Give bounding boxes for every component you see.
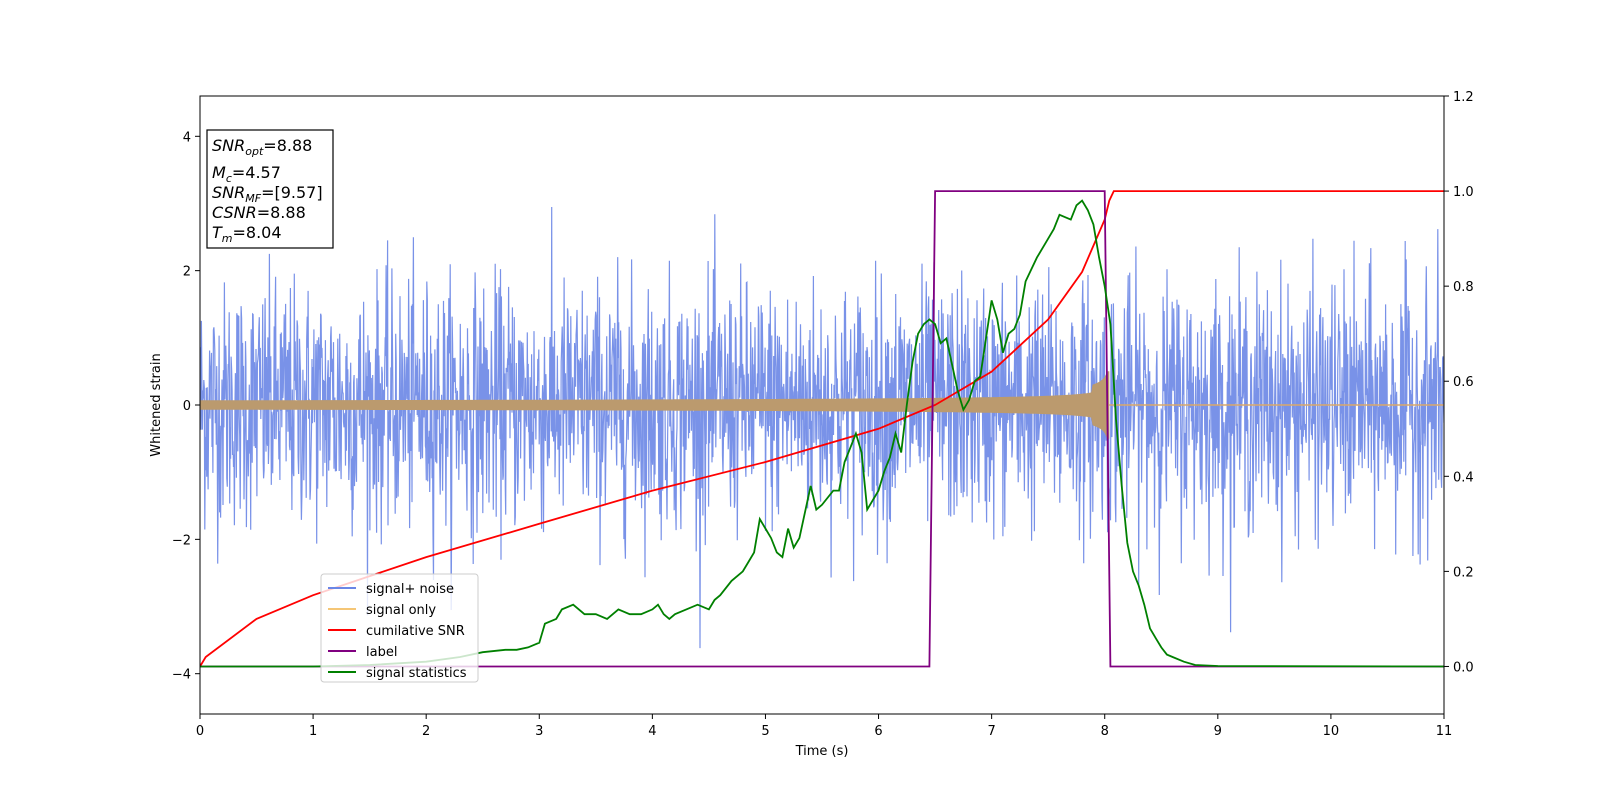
y2-tick-label: 1.2 [1453,90,1474,105]
series-label [200,190,1444,668]
legend-label: cumilative SNR [366,624,465,639]
legend-label: label [366,645,397,660]
y-tick-label: −4 [172,668,191,683]
y2-tick-label: 0.2 [1453,565,1474,580]
x-axis: 0 1 2 3 4 5 6 7 8 9 10 11 [196,714,1452,739]
x-tick-label: 2 [422,724,430,739]
x-axis-title: Time (s) [795,744,849,759]
right-axis-series [200,190,1444,668]
info-snr-opt: SNRopt=8.88 [212,136,312,158]
x-tick-label: 8 [1101,724,1109,739]
y2-tick-label: 0.8 [1453,280,1474,295]
series-signal-statistics [200,199,1444,668]
x-tick-label: 1 [309,724,317,739]
signal-only-fill [200,371,1110,439]
y2-tick-label: 0.0 [1453,660,1474,675]
x-tick-label: 7 [987,724,995,739]
x-tick-label: 9 [1214,724,1222,739]
legend-label: signal statistics [366,666,467,681]
y-axis-title: Whitened strain [149,353,164,456]
y-tick-label: −2 [172,533,191,548]
series-signal-only [200,371,1444,439]
x-tick-label: 10 [1323,724,1340,739]
y2-tick-label: 1.0 [1453,185,1474,200]
y-axis-left: −4 −2 0 2 4 [172,130,200,683]
series-signal-plus-noise [200,206,1444,649]
x-tick-label: 4 [648,724,656,739]
info-tm: Tm=8.04 [212,223,282,245]
x-tick-label: 6 [874,724,882,739]
signal-plus-noise-line [200,206,1444,649]
info-snr-mf: SNRMF=[9.57] [212,183,323,205]
y-tick-label: 0 [183,399,191,414]
y2-tick-label: 0.6 [1453,375,1474,390]
legend-label: signal only [366,603,436,618]
y-axis-right: 0.0 0.2 0.4 0.6 0.8 1.0 1.2 [1444,90,1474,675]
info-csnr: CSNR=8.88 [212,203,306,222]
x-tick-label: 11 [1436,724,1453,739]
series-cumilative-snr [200,190,1444,667]
x-tick-label: 3 [535,724,543,739]
y-tick-label: 4 [183,130,191,145]
x-tick-label: 5 [761,724,769,739]
legend: signal+ noise signal only cumilative SNR la… [320,573,479,683]
info-mc: Mc=4.57 [212,163,281,185]
y2-tick-label: 0.4 [1453,470,1474,485]
y-tick-label: 2 [183,265,191,280]
info-box: SNRopt=8.88 Mc=4.57 SNRMF=[9.57] CSNR=8.… [206,129,334,249]
legend-label: signal+ noise [366,582,454,597]
x-tick-label: 0 [196,724,204,739]
